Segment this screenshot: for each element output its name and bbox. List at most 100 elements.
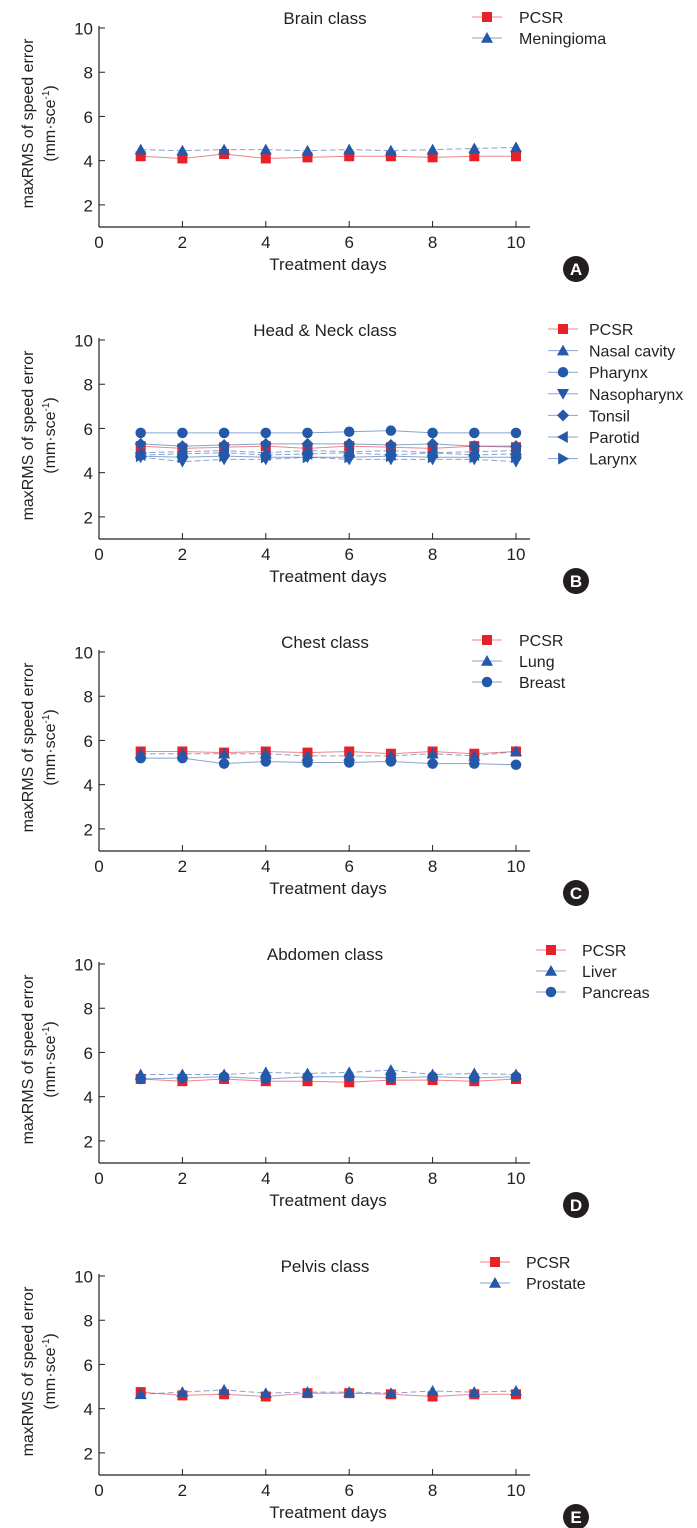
- x-tick-label: 8: [428, 233, 437, 252]
- y-tick-label: 2: [84, 1132, 93, 1151]
- y-axis-unit: (mm·sce-1): [41, 397, 59, 473]
- series-line: [140, 153, 516, 159]
- y-tick-label: 10: [74, 1268, 93, 1287]
- x-tick-label: 6: [344, 233, 353, 252]
- legend: PCSR Liver Pancreas: [536, 943, 650, 1002]
- series-line: [140, 1069, 517, 1076]
- y-tick-label: 10: [74, 956, 93, 975]
- series-pcsr: [135, 149, 521, 164]
- series-line: [140, 450, 517, 454]
- data-point: [301, 749, 314, 761]
- x-tick-label: 8: [428, 857, 437, 876]
- legend-label: Lung: [519, 654, 555, 671]
- data-point: [218, 427, 230, 439]
- y-tick-label: 2: [84, 1444, 93, 1463]
- y-axis-unit-superscript: -1: [41, 1026, 52, 1035]
- y-axis-unit: (mm·sce-1): [41, 1021, 59, 1097]
- y-axis-unit-close: ): [42, 1021, 59, 1026]
- data-point: [177, 451, 189, 464]
- chart-title: Head & Neck class: [253, 321, 397, 340]
- data-point: [469, 451, 481, 464]
- series-pcsr: [135, 1387, 521, 1402]
- legend-marker: [558, 324, 568, 334]
- x-tick-label: 6: [344, 545, 353, 564]
- y-tick-label: 8: [84, 64, 93, 83]
- y-axis-unit-superscript: -1: [41, 714, 52, 723]
- data-point: [384, 144, 397, 156]
- y-axis-title: maxRMS of speed error: [20, 1286, 37, 1457]
- x-tick-label: 0: [94, 1169, 103, 1188]
- legend: PCSR Lung Breast: [472, 633, 566, 692]
- x-tick-label: 8: [428, 545, 437, 564]
- data-point: [260, 1073, 272, 1085]
- data-point: [134, 437, 147, 450]
- series-pcsr: [135, 1073, 521, 1088]
- y-tick-label: 10: [74, 332, 93, 351]
- y-tick-label: 2: [84, 820, 93, 839]
- panel-badge-label: C: [570, 884, 582, 903]
- x-tick-label: 4: [261, 1169, 270, 1188]
- x-tick-label: 2: [178, 233, 187, 252]
- x-tick-label: 8: [428, 1481, 437, 1500]
- data-point: [384, 1387, 397, 1398]
- x-tick-label: 0: [94, 233, 103, 252]
- legend: PCSR Meningioma: [472, 10, 606, 48]
- data-point: [426, 143, 439, 155]
- data-point: [301, 1386, 314, 1397]
- y-tick-label: 6: [84, 1044, 93, 1063]
- legend-marker: [490, 1257, 500, 1267]
- data-point: [384, 1064, 397, 1075]
- series-line: [140, 456, 517, 463]
- data-point: [385, 1072, 397, 1084]
- y-tick-label: 8: [84, 688, 93, 707]
- x-tick-label: 10: [507, 1169, 526, 1188]
- legend-label: PCSR: [582, 943, 626, 960]
- panel-badge-label: E: [570, 1508, 581, 1527]
- data-point: [259, 1387, 272, 1398]
- series-pcsr: [135, 746, 521, 759]
- data-point: [343, 143, 356, 155]
- data-point: [134, 1388, 147, 1400]
- legend-marker: [482, 12, 492, 22]
- legend-marker: [482, 635, 492, 645]
- y-axis-unit-close: ): [42, 709, 59, 714]
- legend-label: PCSR: [526, 1255, 570, 1272]
- x-tick-label: 2: [178, 857, 187, 876]
- y-axis-unit-close: ): [42, 397, 59, 402]
- data-point: [511, 151, 521, 162]
- data-point: [259, 143, 272, 155]
- series-nasopharynx: [134, 452, 522, 468]
- legend-label: Nasopharynx: [589, 387, 683, 404]
- series-tonsil: [134, 437, 522, 453]
- panel-badge-label: D: [570, 1196, 582, 1215]
- y-tick-label: 6: [84, 420, 93, 439]
- panel-badge: [563, 1192, 589, 1218]
- data-point: [259, 1066, 272, 1078]
- y-axis-unit: (mm·sce-1): [41, 709, 59, 785]
- x-tick-label: 10: [507, 233, 526, 252]
- y-axis-unit-text: (mm·sce: [42, 723, 59, 785]
- x-tick-label: 0: [94, 857, 103, 876]
- series-line: [140, 455, 516, 458]
- legend-marker: [481, 676, 493, 688]
- series-line: [140, 1078, 517, 1083]
- data-point: [468, 749, 481, 761]
- x-tick-label: 0: [94, 545, 103, 564]
- legend-marker: [545, 986, 557, 998]
- data-point: [177, 427, 188, 439]
- chart-title: Pelvis class: [281, 1257, 370, 1276]
- x-tick-label: 2: [178, 545, 187, 564]
- x-axis-title: Treatment days: [269, 567, 386, 586]
- data-point: [384, 439, 397, 452]
- data-point: [218, 1071, 230, 1083]
- series-line: [140, 452, 517, 456]
- y-axis-unit-close: ): [42, 1333, 59, 1338]
- data-point: [343, 757, 355, 768]
- y-tick-label: 10: [74, 644, 93, 663]
- y-axis-unit-text: (mm·sce: [42, 99, 59, 161]
- x-axis-title: Treatment days: [269, 879, 386, 898]
- x-axis-title: Treatment days: [269, 255, 386, 274]
- x-tick-label: 0: [94, 1481, 103, 1500]
- data-point: [261, 451, 272, 464]
